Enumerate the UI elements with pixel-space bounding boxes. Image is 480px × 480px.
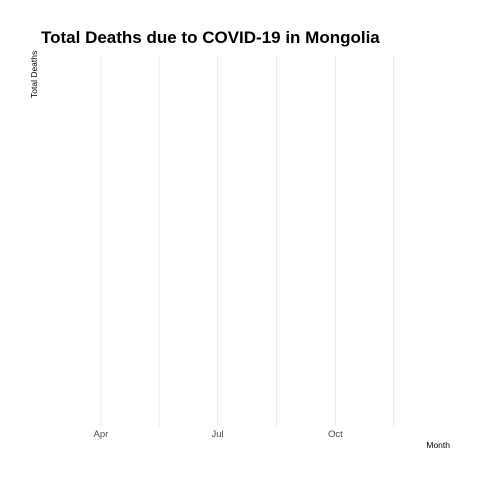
x-axis-label: Month: [426, 440, 450, 450]
grid: [100, 56, 395, 426]
chart-title: Total Deaths due to COVID-19 in Mongolia: [41, 28, 380, 47]
x-tick-labels: Apr Jul Oct: [94, 429, 344, 440]
x-tick-label-jul: Jul: [211, 429, 223, 440]
x-tick-label-apr: Apr: [94, 429, 109, 440]
x-tick-label-oct: Oct: [328, 429, 343, 440]
y-axis-label: Total Deaths: [29, 51, 39, 98]
